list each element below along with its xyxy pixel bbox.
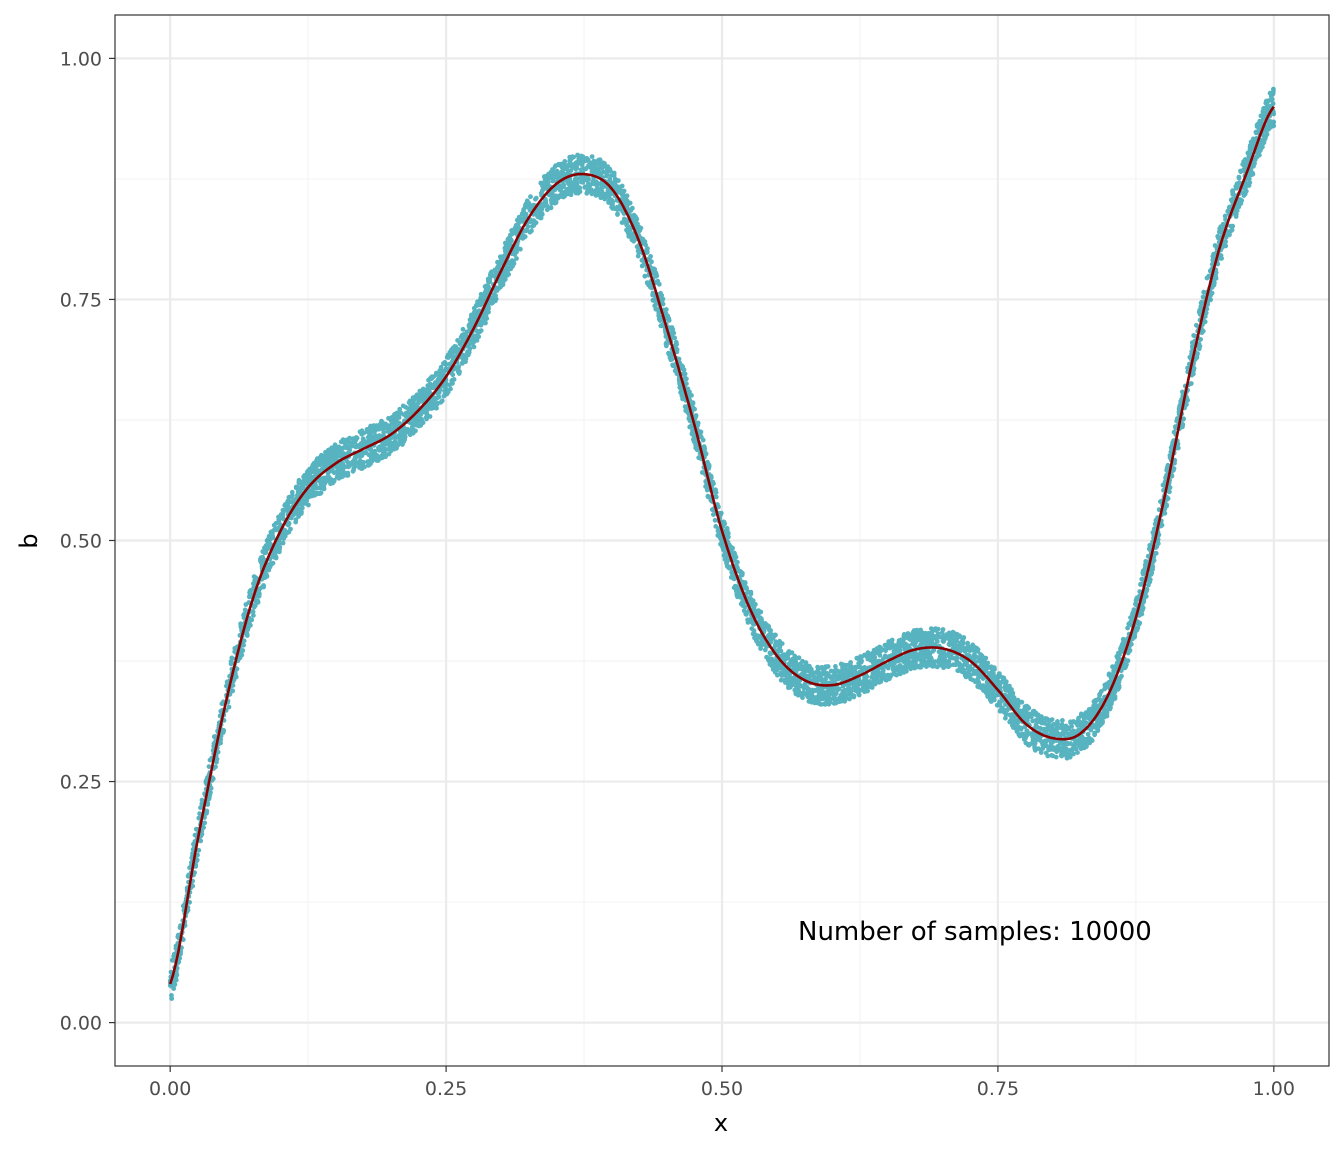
y-axis-ticks: 0.00 0.25 0.50 0.75 1.00 <box>60 48 115 1035</box>
y-axis-title: b <box>15 533 43 548</box>
x-tick-label: 1.00 <box>1253 1078 1295 1100</box>
fitted-curve-group <box>168 105 1275 985</box>
y-tick-label: 0.00 <box>60 1013 102 1035</box>
scatter-points <box>167 86 1277 1001</box>
y-tick-label: 1.00 <box>60 48 102 70</box>
y-tick-label: 0.75 <box>60 289 102 311</box>
sample-points <box>167 86 1277 1001</box>
x-tick-label: 0.50 <box>701 1078 743 1100</box>
x-tick-label: 0.25 <box>425 1078 467 1100</box>
y-tick-label: 0.25 <box>60 772 102 794</box>
y-tick-label: 0.50 <box>60 531 102 553</box>
x-axis-ticks: 0.00 0.25 0.50 0.75 1.00 <box>149 1066 1295 1100</box>
x-axis-title: x <box>714 1109 728 1137</box>
x-tick-label: 0.75 <box>977 1078 1019 1100</box>
x-tick-label: 0.00 <box>149 1078 191 1100</box>
fitted-curve <box>168 105 1275 985</box>
sample-count-annotation: Number of samples: 10000 <box>798 917 1152 947</box>
